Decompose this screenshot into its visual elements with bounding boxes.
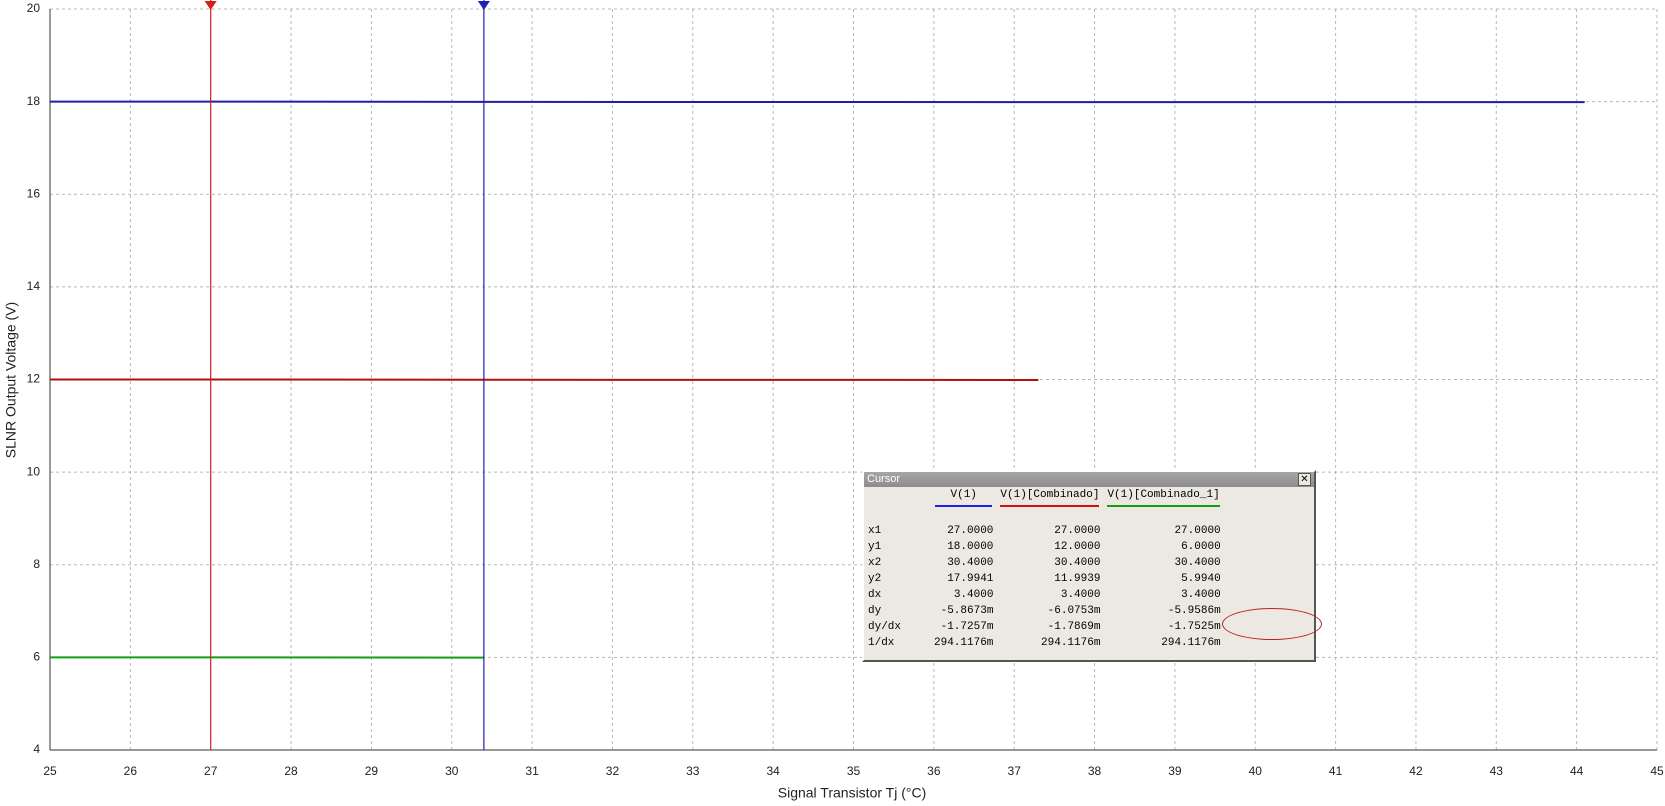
cursor-cell: x2 [868, 557, 882, 569]
cursor-cell: 11.9939 [1054, 573, 1101, 585]
x-tick-label: 28 [284, 764, 298, 778]
cursor-cell: dy/dx [868, 621, 902, 633]
panel-title-bar[interactable]: Cursor ✕ [864, 472, 1314, 487]
cursor-cell: -5.8673m [940, 605, 994, 617]
cursor-cell: 1/dx [868, 637, 895, 649]
column-header: V(1)[Combinado] [996, 487, 1103, 509]
y-tick-label: 6 [33, 650, 40, 664]
x-tick-label: 35 [847, 764, 861, 778]
x-tick-label: 30 [445, 764, 459, 778]
x-tick-label: 31 [525, 764, 539, 778]
y-tick-label: 10 [27, 464, 41, 478]
cursor-row: x2 30.4000 30.4000 30.4000 [865, 555, 1224, 571]
x-tick-label: 45 [1650, 764, 1664, 778]
y-tick-label: 18 [27, 94, 41, 108]
cursor-cell: 12.0000 [1054, 541, 1101, 553]
cursor-cell: 30.4000 [1174, 557, 1221, 569]
cursor-cell: 3.4000 [1181, 589, 1221, 601]
close-button[interactable]: ✕ [1298, 473, 1311, 486]
cursor-cell: x1 [868, 525, 882, 537]
x-tick-label: 43 [1490, 764, 1504, 778]
x-tick-label: 25 [43, 764, 57, 778]
column-name: V(1) [935, 489, 993, 507]
highlight-ellipse [1222, 608, 1322, 640]
cursor-row: y2 17.9941 11.9939 5.9940 [865, 571, 1224, 587]
cursor-handle [204, 1, 217, 10]
cursor-cell: 30.4000 [1054, 557, 1101, 569]
cursor-row: x1 27.0000 27.0000 27.0000 [865, 523, 1224, 539]
cursor-cell: 18.0000 [947, 541, 994, 553]
x-tick-label: 36 [927, 764, 941, 778]
x-tick-label: 42 [1409, 764, 1423, 778]
cursor-cell: 27.0000 [947, 525, 994, 537]
cursor-cell: dx [868, 589, 882, 601]
cursor-cell: -1.7869m [1047, 621, 1101, 633]
x-tick-label: 40 [1249, 764, 1263, 778]
cursor-cell: y1 [868, 541, 882, 553]
y-tick-label: 4 [33, 742, 40, 756]
cursor-row: 1/dx 294.1176m 294.1176m 294.1176m [865, 635, 1224, 651]
cursor-cell: 294.1176m [1041, 637, 1101, 649]
cursor-row: y1 18.0000 12.0000 6.0000 [865, 539, 1224, 555]
cursor-cell: 294.1176m [1161, 637, 1221, 649]
cursor-cell: -1.7257m [940, 621, 994, 633]
y-tick-label: 14 [27, 279, 41, 293]
cursor-cell: 3.4000 [1060, 589, 1101, 601]
x-tick-label: 39 [1168, 764, 1182, 778]
cursor-table: V(1) V(1)[Combinado] V(1)[Combinado_1] x1 27… [865, 487, 1224, 651]
column-header: V(1)[Combinado_1] [1103, 487, 1223, 509]
cursor-cell: 3.4000 [953, 589, 994, 601]
x-axis-title: Signal Transistor Tj (°C) [778, 785, 927, 801]
x-tick-label: 41 [1329, 764, 1343, 778]
column-name: V(1)[Combinado] [1000, 489, 1100, 507]
cursor-cell: 27.0000 [1174, 525, 1221, 537]
x-tick-label: 29 [365, 764, 379, 778]
cursor-cell: -5.9586m [1167, 605, 1221, 617]
y-tick-label: 12 [27, 372, 41, 386]
x-tick-label: 33 [686, 764, 700, 778]
cursor-row: dy -5.8673m -6.0753m -5.9586m [865, 603, 1224, 619]
y-tick-label: 20 [27, 1, 41, 15]
x-tick-label: 27 [204, 764, 218, 778]
cursor-cell: 27.0000 [1054, 525, 1101, 537]
x-tick-label: 34 [766, 764, 780, 778]
cursor-handle [477, 1, 490, 10]
cursor-cell: -1.7525m [1167, 621, 1221, 633]
cursor-cell: 30.4000 [947, 557, 994, 569]
spacer-row [865, 509, 1224, 523]
y-axis-title: SLNR Output Voltage (V) [3, 302, 19, 458]
x-tick-label: 26 [124, 764, 138, 778]
y-tick-label: 8 [33, 557, 40, 571]
cursor-row: dy/dx -1.7257m -1.7869m -1.7525m [865, 619, 1224, 635]
x-tick-label: 38 [1088, 764, 1102, 778]
panel-title: Cursor [867, 473, 901, 485]
x-tick-label: 44 [1570, 764, 1584, 778]
cursor-cell: 6.0000 [1181, 541, 1221, 553]
cursor-cell: -6.0753m [1047, 605, 1101, 617]
y-tick-label: 16 [27, 186, 41, 200]
cursor-cell: dy [868, 605, 882, 617]
cursor-cell: y2 [868, 573, 882, 585]
x-tick-label: 37 [1008, 764, 1022, 778]
column-header: V(1) [931, 487, 996, 509]
cursor-cell: 5.9940 [1181, 573, 1221, 585]
x-tick-label: 32 [606, 764, 620, 778]
cursor-cell: 17.9941 [947, 573, 994, 585]
cursor-cell: 294.1176m [934, 637, 994, 649]
column-name: V(1)[Combinado_1] [1107, 489, 1220, 507]
cursor-row: dx 3.4000 3.4000 3.4000 [865, 587, 1224, 603]
